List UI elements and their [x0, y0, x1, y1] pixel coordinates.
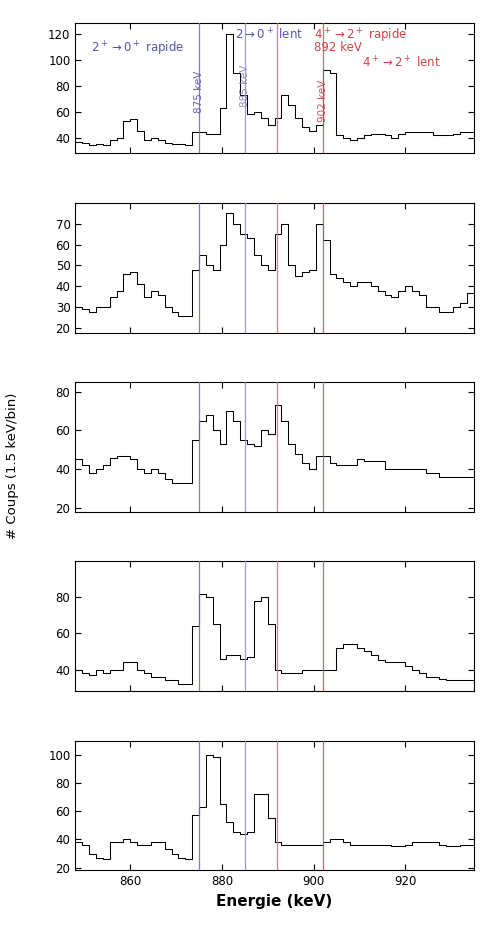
Text: 885 keV: 885 keV: [240, 64, 250, 107]
X-axis label: Energie (keV): Energie (keV): [216, 894, 333, 909]
Text: 902 keV: 902 keV: [318, 80, 328, 122]
Text: $4^+ \rightarrow 2^+$ lent: $4^+ \rightarrow 2^+$ lent: [362, 56, 441, 71]
Text: 892 keV: 892 keV: [314, 42, 363, 55]
Text: $2 \rightarrow 0^+$ lent: $2 \rightarrow 0^+$ lent: [235, 27, 303, 43]
Text: $2^+ \rightarrow 0^+$ rapide: $2^+ \rightarrow 0^+$ rapide: [91, 40, 184, 59]
Text: 875 keV: 875 keV: [194, 71, 204, 114]
Text: # Coups (1.5 keV/bin): # Coups (1.5 keV/bin): [6, 392, 18, 539]
Text: $4^+ \rightarrow 2^+$ rapide: $4^+ \rightarrow 2^+$ rapide: [314, 27, 408, 46]
